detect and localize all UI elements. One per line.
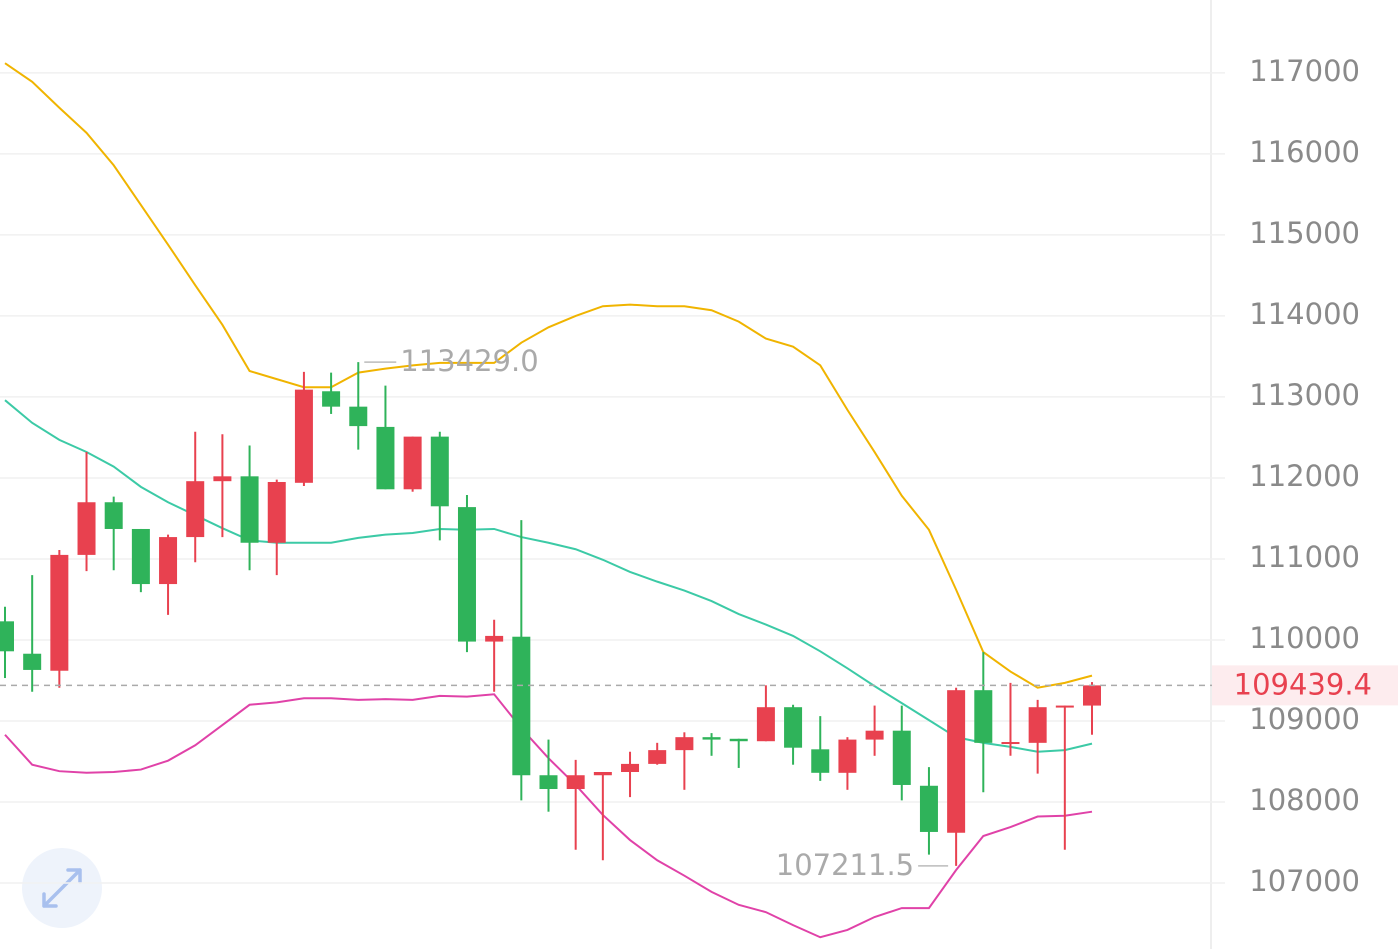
- candle-body: [947, 690, 966, 833]
- candle-body: [186, 481, 205, 538]
- candle-body: [865, 730, 884, 740]
- candle-body: [811, 749, 830, 773]
- candle-body: [104, 502, 123, 529]
- candle-body: [784, 707, 803, 748]
- candle-body: [702, 737, 721, 740]
- y-tick-label: 109000: [1249, 702, 1360, 736]
- y-tick-label: 117000: [1249, 54, 1360, 88]
- candle-body: [0, 621, 14, 652]
- candle-body: [294, 389, 313, 483]
- candle-body: [974, 690, 993, 743]
- y-tick-label: 115000: [1249, 216, 1360, 250]
- candle-body: [756, 707, 775, 742]
- y-tick-label: 114000: [1249, 297, 1360, 331]
- candle-body: [675, 737, 694, 751]
- last-price-box: [1212, 665, 1398, 706]
- high-annotation: 113429.0: [400, 344, 538, 378]
- y-tick-label: 108000: [1249, 783, 1360, 817]
- candle-body: [213, 476, 232, 482]
- candle-body: [539, 775, 558, 790]
- candle-body: [50, 554, 69, 671]
- candle-body: [159, 537, 178, 585]
- candle-body: [838, 739, 857, 773]
- candle-body: [376, 426, 395, 490]
- y-tick-label: 116000: [1249, 135, 1360, 169]
- candle-body: [77, 502, 96, 555]
- y-tick-label: 111000: [1249, 540, 1360, 574]
- candle-body: [267, 481, 286, 543]
- expand-icon[interactable]: [42, 868, 82, 908]
- candle-body: [1055, 705, 1074, 708]
- candle-body: [322, 391, 341, 407]
- candle-body: [240, 476, 259, 543]
- last-price-label: 109439.4: [1234, 667, 1372, 701]
- candle-body: [485, 635, 504, 642]
- candle-body: [131, 528, 150, 585]
- candle-body: [621, 763, 640, 772]
- candle-body: [512, 636, 531, 776]
- y-tick-label: 110000: [1249, 621, 1360, 655]
- candle-body: [349, 406, 368, 427]
- candle-body: [403, 436, 422, 490]
- candle-body: [1083, 685, 1101, 706]
- band-middle: [4, 399, 1093, 753]
- candle-body: [566, 775, 585, 790]
- candle-body: [23, 653, 42, 670]
- candle-body: [457, 507, 476, 642]
- candle-body: [430, 436, 449, 507]
- y-tick-label: 107000: [1249, 864, 1360, 898]
- candle-body: [593, 771, 612, 776]
- candle-body: [648, 750, 667, 764]
- candle-body: [892, 730, 911, 785]
- candle-body: [1001, 742, 1020, 745]
- candle-body: [919, 785, 938, 832]
- candle-body: [729, 738, 748, 742]
- band-upper: [4, 62, 1093, 689]
- expand-button[interactable]: [22, 848, 102, 928]
- y-tick-label: 113000: [1249, 378, 1360, 412]
- y-tick-label: 112000: [1249, 459, 1360, 493]
- candle-body: [1028, 707, 1047, 743]
- low-annotation: 107211.5: [776, 848, 914, 882]
